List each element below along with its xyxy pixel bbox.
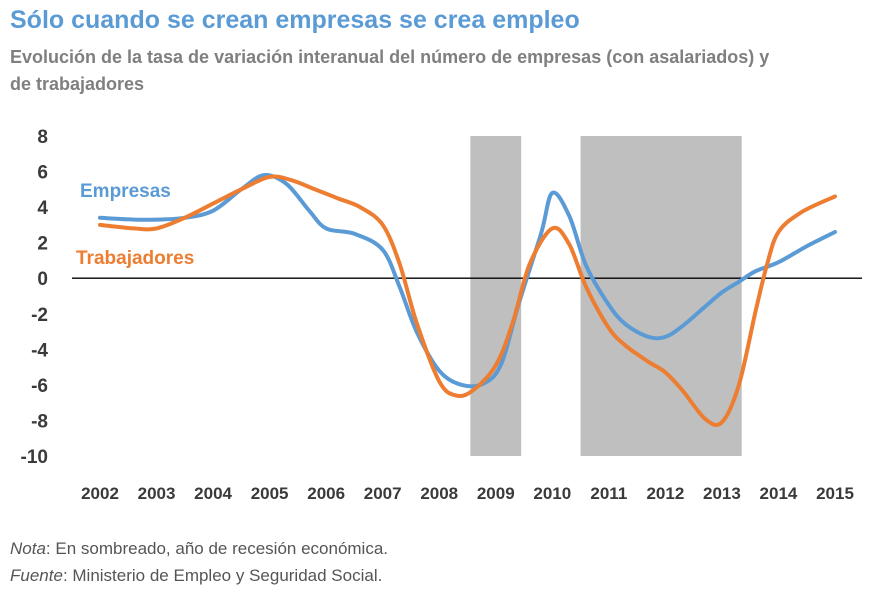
source-line: Fuente: Ministerio de Empleo y Seguridad…: [10, 562, 388, 589]
x-tick-label: 2002: [81, 484, 119, 503]
note-line: Nota: En sombreado, año de recesión econ…: [10, 535, 388, 562]
x-tick-label: 2005: [251, 484, 289, 503]
series-labels: Empresas Trabajadores: [76, 181, 194, 269]
y-tick-label: 2: [37, 234, 48, 255]
y-tick-label: 4: [37, 198, 48, 219]
chart-subtitle: Evolución de la tasa de variación intera…: [10, 47, 770, 94]
recession-band-1: [470, 136, 522, 456]
x-tick-label: 2011: [590, 484, 627, 503]
y-tick-label: 8: [37, 127, 48, 148]
series-line-empresas: [98, 172, 837, 389]
x-tick-label: 2015: [816, 484, 854, 503]
y-tick-label: -2: [31, 305, 48, 326]
y-tick-label: -6: [31, 376, 48, 397]
x-axis-ticks: 2002 2003 2004 2005 2006 2007 2008 2009 2010 2011…: [81, 484, 854, 503]
source-label: Fuente: [10, 566, 63, 585]
y-tick-label: -8: [31, 411, 48, 432]
series-label-trabajadores: Trabajadores: [76, 248, 194, 269]
x-tick-label: 2008: [420, 484, 458, 503]
chart-title: Sólo cuando se crean empresas se crea em…: [10, 6, 580, 34]
x-tick-label: 2012: [646, 484, 684, 503]
x-tick-label: 2004: [194, 484, 232, 503]
source-text: : Ministerio de Empleo y Seguridad Socia…: [62, 566, 383, 585]
series-lines: [98, 172, 837, 427]
x-tick-label: 2006: [307, 484, 345, 503]
y-axis-ticks: 8 6 4 2 0 -2 -4 -6 -8 -10: [21, 127, 49, 468]
x-tick-label: 2003: [138, 484, 176, 503]
x-tick-label: 2009: [477, 484, 515, 503]
y-tick-label: -10: [21, 447, 48, 468]
x-tick-label: 2014: [760, 484, 798, 503]
series-line-trabajadores: [98, 174, 837, 427]
y-tick-label: -4: [31, 340, 48, 361]
chart-notes: Nota: En sombreado, año de recesión econ…: [10, 535, 388, 589]
x-tick-label: 2007: [364, 484, 402, 503]
y-tick-label: 6: [37, 163, 48, 184]
y-tick-label: 0: [37, 269, 48, 290]
note-text: : En sombreado, año de recesión económic…: [45, 539, 389, 558]
x-tick-label: 2013: [703, 484, 741, 503]
recession-shading-layer: [470, 136, 742, 456]
series-label-empresas: Empresas: [80, 181, 171, 202]
x-tick-label: 2010: [533, 484, 571, 503]
note-label: Nota: [10, 539, 46, 558]
